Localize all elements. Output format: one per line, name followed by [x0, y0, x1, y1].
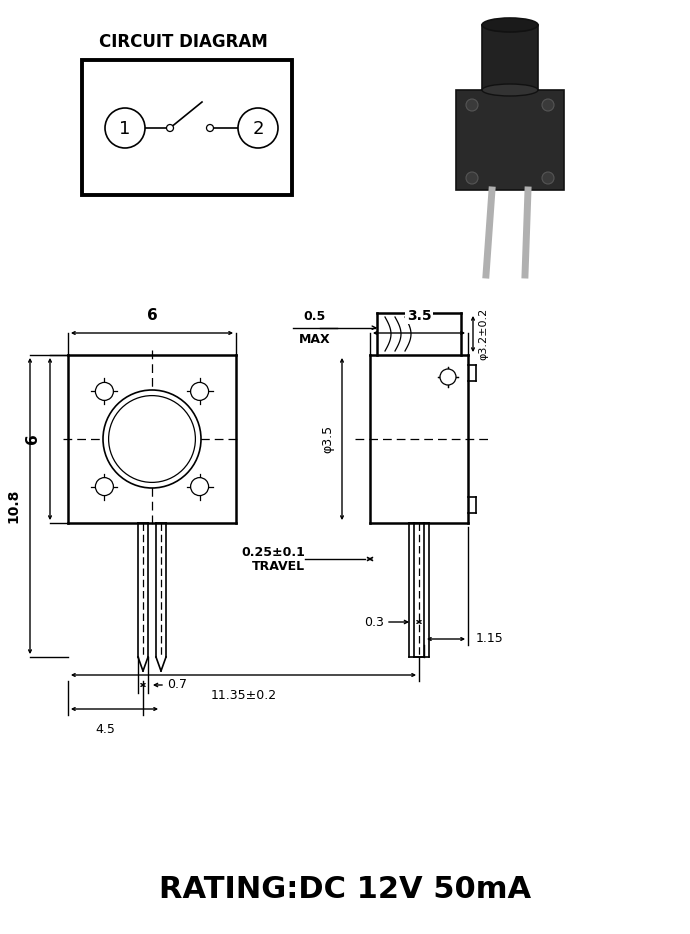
Text: 1.15: 1.15	[476, 632, 504, 645]
Text: 3.5: 3.5	[406, 309, 431, 323]
Circle shape	[95, 382, 113, 401]
Circle shape	[166, 124, 173, 132]
Circle shape	[542, 99, 554, 111]
Circle shape	[108, 396, 195, 482]
Text: 0.7: 0.7	[167, 678, 187, 691]
Circle shape	[466, 99, 478, 111]
Circle shape	[190, 477, 208, 496]
Circle shape	[95, 477, 113, 496]
Circle shape	[105, 108, 145, 148]
Circle shape	[190, 382, 208, 401]
Text: 0.5: 0.5	[304, 310, 326, 323]
Text: 4.5: 4.5	[95, 723, 115, 736]
Text: 11.35±0.2: 11.35±0.2	[210, 689, 277, 702]
Circle shape	[466, 172, 478, 184]
Text: 0.3: 0.3	[364, 616, 384, 629]
Bar	[82, 60, 292, 195]
Text: φ3.2±0.2: φ3.2±0.2	[478, 308, 488, 361]
Text: CIRCUIT DIAGRAM: CIRCUIT DIAGRAM	[99, 33, 268, 51]
Text: 6: 6	[146, 308, 157, 323]
Text: 2: 2	[253, 120, 264, 138]
Bar	[482, 25, 538, 90]
Circle shape	[238, 108, 278, 148]
Text: 0.25±0.1: 0.25±0.1	[241, 545, 305, 559]
Text: TRAVEL: TRAVEL	[252, 559, 305, 573]
Circle shape	[542, 172, 554, 184]
Circle shape	[206, 124, 213, 132]
Text: RATING:DC 12V 50mA: RATING:DC 12V 50mA	[159, 875, 531, 904]
Circle shape	[440, 369, 456, 385]
Circle shape	[103, 390, 201, 488]
Text: φ3.5: φ3.5	[321, 425, 334, 453]
Ellipse shape	[482, 18, 538, 32]
Text: 1: 1	[119, 120, 130, 138]
Text: 6: 6	[25, 433, 40, 445]
Bar	[456, 90, 564, 190]
Text: MAX: MAX	[299, 333, 331, 346]
Text: 10.8: 10.8	[6, 488, 20, 523]
Ellipse shape	[482, 84, 538, 96]
